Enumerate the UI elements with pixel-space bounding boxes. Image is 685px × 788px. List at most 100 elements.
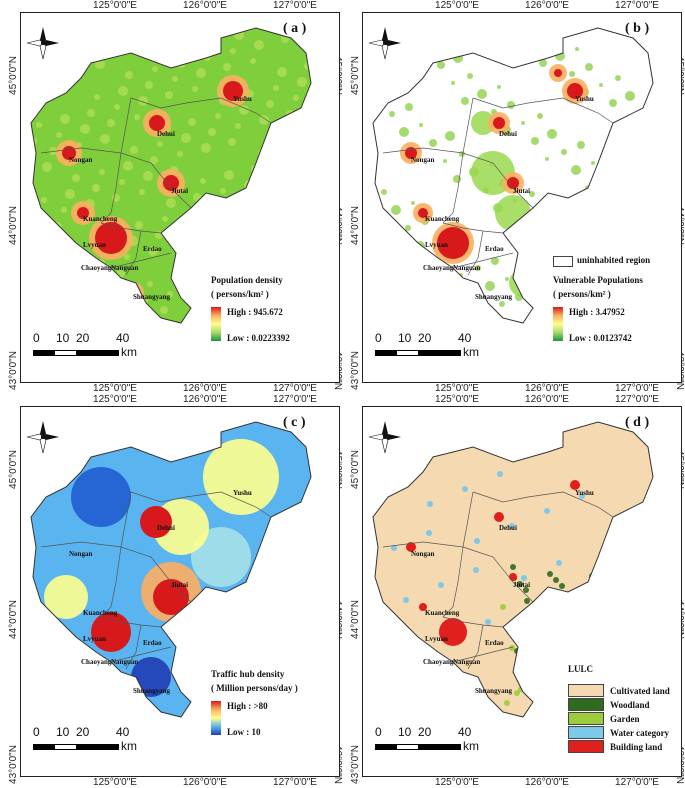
density-speck [172, 76, 178, 82]
lon-tick-top: 125°0'0"E [93, 0, 137, 11]
legend-swatch [568, 712, 604, 725]
density-speck [205, 253, 211, 259]
garden-patch [542, 662, 548, 668]
building-patch [439, 618, 467, 646]
garden-patch [566, 638, 572, 644]
county-border [382, 97, 474, 154]
county-border [130, 97, 272, 124]
vulnerable-speck [497, 85, 501, 89]
map-frame: ( a ) Yushu Dehui Nongan Jiutai Kuancheng Lvyu… [20, 12, 340, 383]
vulnerable-speck [507, 101, 515, 109]
woodland-patch [527, 671, 533, 677]
vulnerable-speck [617, 291, 625, 299]
lon-tick-top: 126°0'0"E [183, 394, 227, 405]
density-speck [165, 91, 173, 99]
vulnerable-speck [577, 141, 585, 149]
density-speck [302, 152, 311, 162]
vulnerable-speck [615, 75, 621, 81]
panel-c: 125°0'0"E 125°0'0"E 126°0'0"E 126°0'0"E 127°… [0, 394, 343, 788]
vulnerable-speck [537, 235, 541, 239]
county-border [120, 152, 192, 209]
county-border [100, 222, 162, 234]
vulnerable-speck [399, 127, 409, 137]
density-speck [181, 133, 191, 143]
lat-tick-left: 45°0'0"N [7, 450, 19, 489]
legend-swatch [568, 726, 604, 739]
region-outline [372, 27, 654, 324]
panel-a: 125°0'0"E 125°0'0"E 126°0'0"E 126°0'0"E 127°… [0, 0, 343, 394]
traffic-zone [203, 439, 279, 515]
county-border [452, 646, 514, 663]
county-border [40, 97, 132, 154]
density-speck [278, 160, 284, 166]
water-patch [473, 567, 479, 573]
density-speck [208, 128, 216, 136]
lon-tick-top: 127°0'0"E [273, 394, 317, 405]
density-speck [167, 291, 173, 297]
garden-patch [500, 604, 506, 610]
vulnerable-speck [461, 97, 469, 105]
lat-tick-left: 44°0'0"N [7, 206, 19, 245]
vulnerable-speck [615, 197, 619, 201]
density-speck [109, 319, 115, 323]
density-speck [186, 208, 196, 218]
density-speck [34, 212, 42, 220]
traffic-hotspot [140, 506, 172, 538]
density-speck [264, 190, 274, 200]
garden-patch [538, 666, 544, 672]
county-label-yushu: Yushu [233, 489, 252, 497]
vulnerable-speck [381, 189, 387, 195]
density-speck [39, 287, 47, 295]
vulnerable-speck [545, 157, 549, 161]
density-speck [82, 34, 90, 42]
county-label-lvyuan: Lvyuan [425, 241, 448, 249]
county-label-jiutai: Jiutai [513, 187, 531, 195]
vulnerable-speck [545, 305, 551, 311]
woodland-patch [614, 608, 620, 614]
north-arrow-icon [368, 27, 401, 60]
vulnerable-speck [529, 43, 533, 47]
county-border [130, 491, 272, 518]
woodland-patch [559, 583, 565, 589]
density-core [95, 222, 127, 254]
county-label-kuancheng: Kuancheng [83, 609, 118, 617]
density-speck [134, 114, 140, 120]
density-speck [129, 39, 135, 45]
county-border [110, 646, 172, 663]
lon-tick-bottom: 126°0'0"E [525, 383, 569, 394]
vulnerable-speck [585, 63, 593, 71]
density-speck [50, 254, 60, 264]
county-border [100, 152, 122, 224]
water-patch [521, 575, 527, 581]
woodland-patch [628, 642, 634, 648]
vulnerable-speck [531, 285, 541, 295]
lon-tick-top: 126°0'0"E [525, 0, 569, 11]
county-label-kuancheng: Kuancheng [83, 215, 118, 223]
scale-label: 10 [56, 725, 70, 739]
density-speck [55, 39, 65, 49]
vulnerable-speck [437, 61, 445, 69]
density-speck [31, 137, 37, 145]
density-speck [90, 274, 100, 284]
density-speck [107, 119, 115, 127]
density-speck [31, 227, 37, 237]
density-speck [65, 189, 75, 199]
legend-class-label: Water category [610, 727, 670, 738]
garden-patch [509, 645, 515, 651]
traffic-zone [44, 575, 88, 619]
woodland-patch [520, 654, 526, 660]
density-speck [42, 162, 52, 172]
density-speck [188, 118, 196, 126]
woodland-patch [521, 665, 527, 671]
vulnerable-speck [625, 213, 633, 221]
lon-tick-bottom: 125°0'0"E [93, 777, 137, 788]
density-core [163, 175, 179, 191]
density-speck [113, 301, 123, 311]
woodland-patch [605, 669, 611, 675]
panel-label: ( c ) [283, 415, 306, 430]
density-speck [273, 85, 279, 91]
density-speck [130, 146, 138, 154]
vulnerable-speck [389, 111, 395, 117]
density-speck [143, 171, 153, 181]
legend-class-label: Woodland [610, 699, 650, 710]
